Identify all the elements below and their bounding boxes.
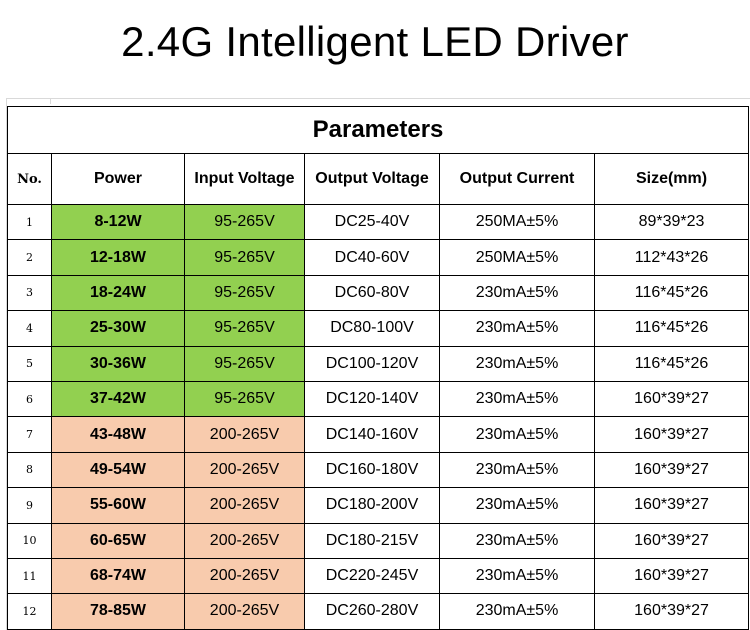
cell-input-voltage: 200-265V [184,451,305,489]
cell-output-current: 230mA±5% [439,380,595,418]
cell-no: 11 [7,557,52,595]
cell-power: 78-85W [51,593,185,630]
table-body: 1 8-12W 95-265V DC25-40V 250MA±5% 89*39*23 2 12… [7,203,750,630]
cell-input-voltage: 95-265V [184,274,305,312]
cell-size: 116*45*26 [593,274,750,312]
cell-input-voltage: 200-265V [184,416,305,453]
cell-output-voltage: DC220-245V [304,557,440,595]
cell-size: 160*39*27 [593,593,750,630]
cell-input-voltage: 95-265V [184,380,305,418]
cell-output-voltage: DC180-200V [304,487,440,524]
cell-power: 8-12W [51,203,185,241]
cell-output-voltage: DC100-120V [304,345,440,382]
cell-size: 160*39*27 [593,380,750,418]
cell-no: 6 [7,380,52,418]
cell-power: 30-36W [51,345,185,382]
cell-size: 160*39*27 [593,416,750,453]
cell-input-voltage: 200-265V [184,593,305,630]
cell-output-current: 230mA±5% [439,557,595,595]
cell-power: 12-18W [51,239,185,276]
cell-output-voltage: DC180-215V [304,522,440,559]
grid-tick [50,98,51,104]
cell-input-voltage: 95-265V [184,310,305,347]
table-row: 11 68-74W 200-265V DC220-245V 230mA±5% 160*39… [7,557,750,595]
cell-no: 10 [7,522,52,559]
parameters-table: Parameters No. Power Input Voltage Outpu… [6,106,750,630]
cell-output-current: 230mA±5% [439,451,595,489]
table-row: 8 49-54W 200-265V DC160-180V 230mA±5% 160*39*… [7,451,750,489]
cell-output-current: 250MA±5% [439,203,595,241]
cell-no: 4 [7,310,52,347]
cell-size: 160*39*27 [593,487,750,524]
header-input-voltage: Input Voltage [184,153,305,205]
cell-power: 60-65W [51,522,185,559]
cell-power: 55-60W [51,487,185,524]
table-row: 3 18-24W 95-265V DC60-80V 230mA±5% 116*45*26 [7,274,750,312]
cell-output-current: 230mA±5% [439,522,595,559]
cell-no: 5 [7,345,52,382]
cell-output-current: 230mA±5% [439,310,595,347]
cell-size: 116*45*26 [593,345,750,382]
cell-size: 160*39*27 [593,557,750,595]
cell-size: 160*39*27 [593,451,750,489]
table-row: 4 25-30W 95-265V DC80-100V 230mA±5% 116*45*26 [7,310,750,347]
header-power: Power [51,153,185,205]
cell-no: 12 [7,593,52,630]
cell-input-voltage: 200-265V [184,557,305,595]
cell-output-current: 230mA±5% [439,416,595,453]
table-row: 12 78-85W 200-265V DC260-280V 230mA±5% 160*39… [7,593,750,630]
cell-output-current: 250MA±5% [439,239,595,276]
cell-power: 18-24W [51,274,185,312]
cell-no: 2 [7,239,52,276]
cell-no: 9 [7,487,52,524]
cell-output-voltage: DC80-100V [304,310,440,347]
cell-output-voltage: DC140-160V [304,416,440,453]
cell-input-voltage: 200-265V [184,487,305,524]
cell-output-current: 230mA±5% [439,274,595,312]
page-title: 2.4G Intelligent LED Driver [121,18,629,65]
cell-input-voltage: 95-265V [184,239,305,276]
cell-no: 8 [7,451,52,489]
cell-output-voltage: DC40-60V [304,239,440,276]
table-row: 10 60-65W 200-265V DC180-215V 230mA±5% 160*39… [7,522,750,559]
cell-input-voltage: 95-265V [184,203,305,241]
cell-output-voltage: DC120-140V [304,380,440,418]
cell-output-voltage: DC25-40V [304,203,440,241]
cell-power: 43-48W [51,416,185,453]
cell-no: 7 [7,416,52,453]
header-size: Size(mm) [593,153,750,205]
cell-size: 89*39*23 [593,203,750,241]
cell-no: 3 [7,274,52,312]
header-no: No. [7,153,52,205]
table-row: 7 43-48W 200-265V DC140-160V 230mA±5% 160*39*… [7,416,750,453]
cell-power: 37-42W [51,380,185,418]
cell-power: 68-74W [51,557,185,595]
cell-input-voltage: 95-265V [184,345,305,382]
cell-output-current: 230mA±5% [439,345,595,382]
cell-output-current: 230mA±5% [439,593,595,630]
table-row: 1 8-12W 95-265V DC25-40V 250MA±5% 89*39*23 [7,203,750,241]
table-header-row: No. Power Input Voltage Output Voltage O… [7,153,750,205]
table-caption: Parameters [6,106,750,154]
cell-input-voltage: 200-265V [184,522,305,559]
table-row: 6 37-42W 95-265V DC120-140V 230mA±5% 160*39*2… [7,380,750,418]
cell-power: 25-30W [51,310,185,347]
spreadsheet-background [6,98,750,630]
cell-output-voltage: DC260-280V [304,593,440,630]
cell-output-current: 230mA±5% [439,487,595,524]
cell-no: 1 [7,203,52,241]
cell-power: 49-54W [51,451,185,489]
table-row: 2 12-18W 95-265V DC40-60V 250MA±5% 112*43*26 [7,239,750,276]
cell-output-voltage: DC60-80V [304,274,440,312]
cell-output-voltage: DC160-180V [304,451,440,489]
cell-size: 112*43*26 [593,239,750,276]
cell-size: 116*45*26 [593,310,750,347]
header-output-current: Output Current [439,153,595,205]
table-row: 5 30-36W 95-265V DC100-120V 230mA±5% 116*45*2… [7,345,750,382]
header-output-voltage: Output Voltage [304,153,440,205]
table-row: 9 55-60W 200-265V DC180-200V 230mA±5% 160*39*… [7,487,750,524]
cell-size: 160*39*27 [593,522,750,559]
